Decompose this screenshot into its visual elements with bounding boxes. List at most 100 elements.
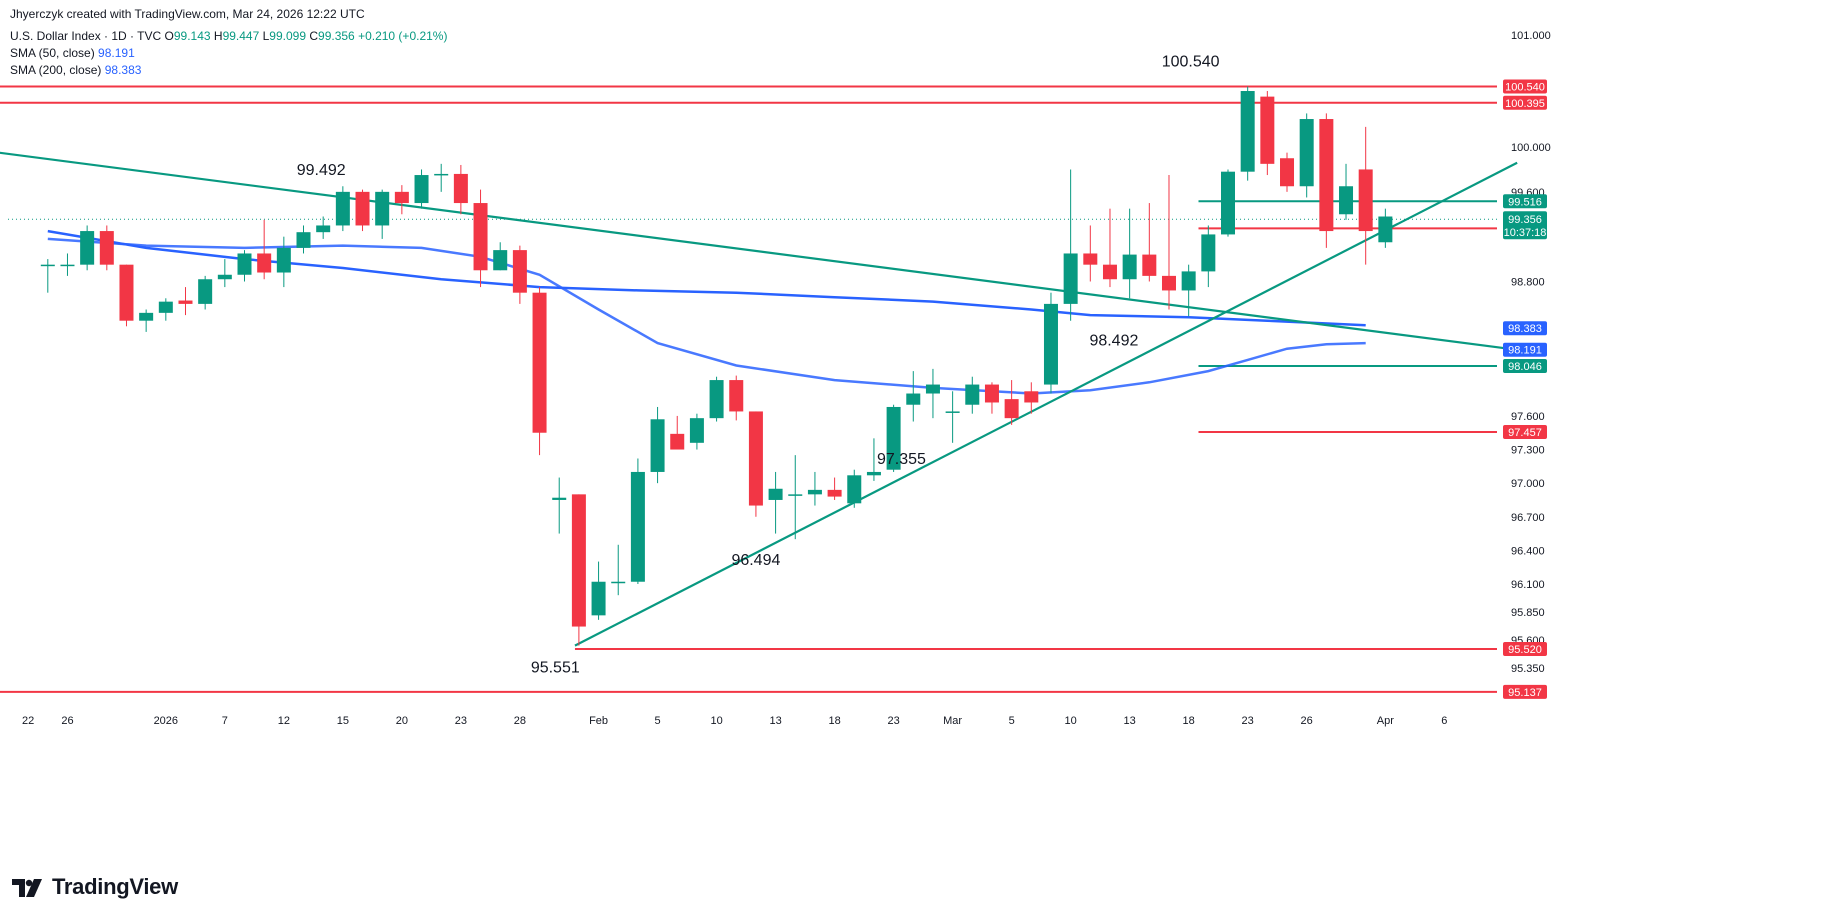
candle-body [257,253,272,273]
time-axis: 22 26 2026 7 12 15 20 23 28 Feb 5 10 13 18 23 Mar 5 10 13 1… [22,715,1447,727]
candle-body [1339,186,1354,215]
candle-body [1004,399,1019,419]
candle-body [355,191,370,226]
x-tick-label: 10 [710,715,722,727]
x-tick-label: 18 [1183,715,1195,727]
candle-body [60,264,75,267]
sma200-legend[interactable]: SMA (200, close) 98.383 [10,62,141,79]
last-price-countdown: 10:37:18 [1504,227,1547,239]
candle-body [847,475,862,504]
tradingview-logo[interactable]: TradingView [12,874,178,900]
candle-body [925,384,940,394]
candle-body [689,418,704,443]
y-tick-label: 95.850 [1511,607,1545,619]
ascending-trendline [574,161,1518,647]
level-badge-label: 95.137 [1508,687,1542,699]
candle-body [670,433,685,450]
candle-body [80,231,95,265]
x-tick-label: 23 [455,715,467,727]
sma200-value: 98.383 [104,63,142,77]
price-annotation: 99.492 [297,162,346,179]
level-badge-label: 98.046 [1508,361,1542,373]
candle-body [827,489,842,497]
ohlc-open: 99.143 [173,29,211,43]
y-tick-label: 97.000 [1511,478,1545,490]
candle-body [532,292,547,433]
sma200-line [47,237,1366,395]
level-badge-label: 97.457 [1508,427,1542,439]
horizontal-levels [0,85,1497,693]
candle-body [473,203,488,271]
candle-body [1221,171,1235,235]
ohlc-high-label: H [213,29,223,43]
candle-body [434,173,449,176]
x-tick-label: 20 [396,715,408,727]
candle-body [709,380,724,419]
x-tick-label: 26 [61,715,73,727]
ohlc-change: +0.210 (+0.21%) [358,29,448,43]
candle-body [158,301,173,313]
candle-body [512,250,527,293]
candle-body [1142,254,1157,276]
level-badge-label: 99.516 [1508,196,1542,208]
candle-body [375,191,390,226]
candle-body [552,497,567,500]
candle-body [178,300,193,304]
x-tick-label: Feb [589,715,608,727]
sma-badge-label: 98.191 [1508,345,1542,357]
candle-body [1161,275,1176,291]
candle-body [768,488,783,500]
candle-body [493,250,508,271]
sma-badge-label: 98.383 [1508,323,1542,335]
level-badge [1503,684,1547,699]
y-tick-label: 96.100 [1511,579,1545,591]
x-tick-label: 13 [769,715,781,727]
x-tick-label: 23 [887,715,899,727]
y-tick-label: 96.700 [1511,512,1545,524]
candle-body [276,247,291,273]
x-tick-label: 6 [1441,715,1447,727]
candle-body [748,411,763,506]
sma200-label: SMA (200, close) [10,63,102,77]
ohlc-close: 99.356 [318,29,355,43]
price-annotation: 97.355 [877,451,926,468]
x-tick-label: 15 [337,715,349,727]
x-tick-label: Mar [943,715,962,727]
x-tick-label: 7 [222,715,228,727]
candle-body [1299,119,1314,187]
x-tick-label: Apr [1377,715,1394,727]
x-tick-label: 28 [514,715,526,727]
ohlc-close-label: C [309,29,319,43]
level-badge [1503,194,1547,209]
y-tick-label: 101.000 [1511,30,1551,42]
x-tick-label: 18 [828,715,840,727]
last-price-label: 99.356 [1508,214,1542,226]
candle-body [984,384,999,403]
candle-body [139,312,154,321]
annotations: 100.540 99.492 98.492 97.355 96.494 95.551 [297,53,1220,676]
candle-body [571,494,586,627]
level-badge [1503,95,1547,110]
x-tick-label: 12 [278,715,290,727]
candle-body [316,225,331,233]
candle-body [453,173,468,204]
candle-body [866,471,881,476]
candle-body [1240,91,1255,172]
brand-name: TradingView [52,874,178,899]
last-price-badge [1503,211,1547,240]
candle-body [1201,234,1216,272]
x-tick-label: 5 [1009,715,1015,727]
sma50-label: SMA (50, close) [10,46,95,60]
candle-body [1358,169,1373,232]
level-badge [1503,358,1547,373]
candle-body [198,279,213,304]
candle-body [119,264,134,321]
sma50-legend[interactable]: SMA (50, close) 98.191 [10,45,135,62]
x-tick-label: 23 [1242,715,1254,727]
candle-body [611,581,626,584]
symbol-legend: U.S. Dollar Index · 1D · TVC O99.143 H99… [10,28,447,45]
candle-body [886,406,901,470]
y-tick-label: 95.350 [1511,663,1545,675]
